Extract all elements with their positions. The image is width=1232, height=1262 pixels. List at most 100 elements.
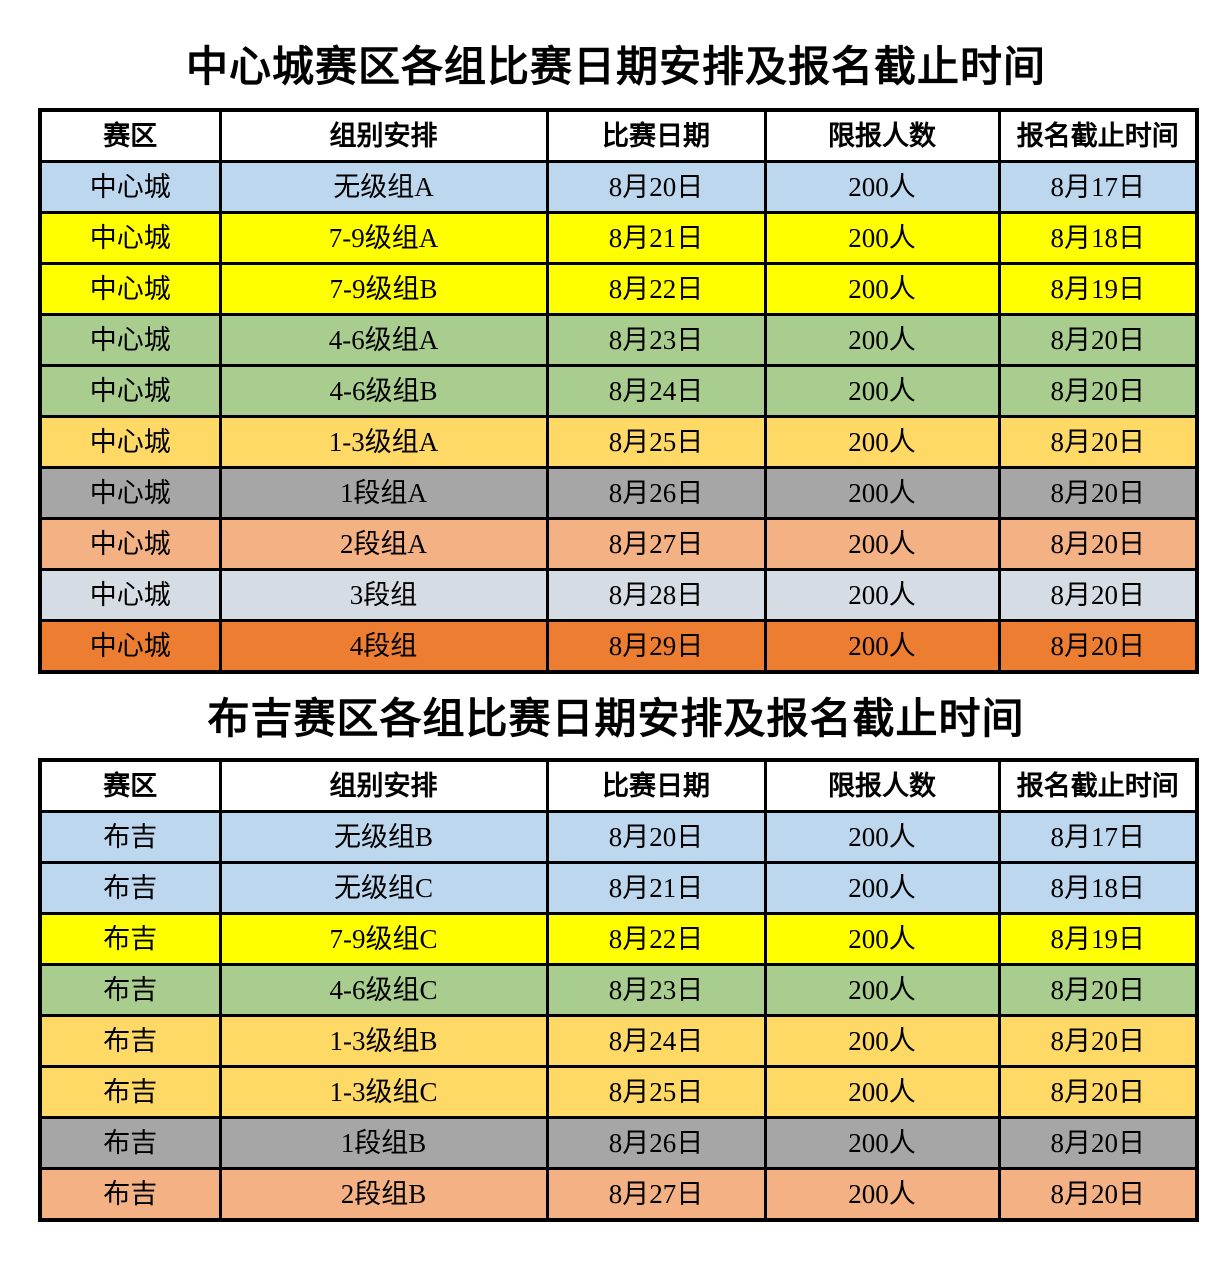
table-cell: 8月20日 [997, 313, 1199, 368]
table-cell: 1-3级组A [218, 415, 549, 470]
table-cell: 8月18日 [997, 211, 1199, 266]
table-row: 中心城 1段组A 8月26日 200人 8月20日 [38, 466, 1199, 521]
table-cell: 8月22日 [545, 262, 767, 317]
table-cell: 200人 [763, 1116, 1001, 1171]
table-cell: 8月23日 [545, 963, 767, 1018]
table-cell: 200人 [763, 1167, 1001, 1222]
table-cell: 无级组A [218, 160, 549, 215]
table-cell: 8月22日 [545, 912, 767, 967]
table-cell: 8月20日 [997, 1065, 1199, 1120]
table-cell: 8月26日 [545, 466, 767, 521]
table-cell: 8月20日 [997, 415, 1199, 470]
table-cell: 布吉 [38, 1065, 222, 1120]
table-cell: 2段组B [218, 1167, 549, 1222]
table-cell: 1段组A [218, 466, 549, 521]
table-cell: 7-9级组A [218, 211, 549, 266]
column-header: 报名截止时间 [997, 758, 1199, 814]
table-cell: 中心城 [38, 466, 222, 521]
table-row: 布吉 1-3级组B 8月24日 200人 8月20日 [38, 1014, 1199, 1069]
table-cell: 8月27日 [545, 517, 767, 572]
table-cell: 200人 [763, 262, 1001, 317]
table-cell: 1-3级组C [218, 1065, 549, 1120]
table-cell: 8月21日 [545, 861, 767, 916]
column-header: 限报人数 [763, 758, 1001, 814]
table-cell: 8月20日 [545, 160, 767, 215]
table-cell: 8月26日 [545, 1116, 767, 1171]
table-cell: 8月20日 [997, 1167, 1199, 1222]
table-cell: 中心城 [38, 313, 222, 368]
table-cell: 4-6级组C [218, 963, 549, 1018]
table-cell: 200人 [763, 619, 1001, 674]
table-cell: 中心城 [38, 262, 222, 317]
table-cell: 8月20日 [997, 364, 1199, 419]
table-cell: 200人 [763, 1014, 1001, 1069]
column-header: 组别安排 [218, 758, 549, 814]
column-header: 报名截止时间 [997, 108, 1199, 164]
table-cell: 8月20日 [997, 963, 1199, 1018]
table-cell: 200人 [763, 415, 1001, 470]
table-cell: 布吉 [38, 861, 222, 916]
table-cell: 布吉 [38, 1116, 222, 1171]
table-cell: 布吉 [38, 963, 222, 1018]
table-row: 布吉 2段组B 8月27日 200人 8月20日 [38, 1167, 1199, 1222]
table-row: 中心城 无级组A 8月20日 200人 8月17日 [38, 160, 1199, 215]
table-cell: 布吉 [38, 810, 222, 865]
table-row: 布吉 1段组B 8月26日 200人 8月20日 [38, 1116, 1199, 1171]
table-cell: 8月20日 [997, 1014, 1199, 1069]
column-header: 比赛日期 [545, 758, 767, 814]
table-cell: 中心城 [38, 211, 222, 266]
table-cell: 200人 [763, 1065, 1001, 1120]
table-cell: 4段组 [218, 619, 549, 674]
column-header: 赛区 [38, 108, 222, 164]
table-row: 中心城 4段组 8月29日 200人 8月20日 [38, 619, 1199, 674]
table-cell: 8月17日 [997, 160, 1199, 215]
table-cell: 1-3级组B [218, 1014, 549, 1069]
table-cell: 200人 [763, 912, 1001, 967]
table-cell: 布吉 [38, 912, 222, 967]
table-cell: 8月24日 [545, 1014, 767, 1069]
table-row: 中心城 3段组 8月28日 200人 8月20日 [38, 568, 1199, 623]
buji-section-title: 布吉赛区各组比赛日期安排及报名截止时间 [207, 695, 1025, 743]
buji-schedule-table: 赛区 组别安排 比赛日期 限报人数 报名截止时间 布吉 无级组B 8月20日 200人 8月17… [38, 758, 1199, 1223]
table-cell: 8月20日 [997, 619, 1199, 674]
table-cell: 8月25日 [545, 415, 767, 470]
table-row: 布吉 7-9级组C 8月22日 200人 8月19日 [38, 912, 1199, 967]
table-cell: 8月18日 [997, 861, 1199, 916]
table-cell: 200人 [763, 313, 1001, 368]
table-cell: 200人 [763, 211, 1001, 266]
table-row: 中心城 2段组A 8月27日 200人 8月20日 [38, 517, 1199, 572]
table-row: 布吉 无级组B 8月20日 200人 8月17日 [38, 810, 1199, 865]
table-cell: 8月24日 [545, 364, 767, 419]
table-cell: 中心城 [38, 619, 222, 674]
column-header: 组别安排 [218, 108, 549, 164]
table-cell: 中心城 [38, 568, 222, 623]
table-cell: 2段组A [218, 517, 549, 572]
table-cell: 200人 [763, 861, 1001, 916]
column-header: 限报人数 [763, 108, 1001, 164]
central-city-section-title: 中心城赛区各组比赛日期安排及报名截止时间 [185, 43, 1046, 90]
table-cell: 无级组B [218, 810, 549, 865]
central-city-schedule-table: 赛区 组别安排 比赛日期 限报人数 报名截止时间 中心城 无级组A 8月20日 200人 8月1… [38, 108, 1199, 675]
table-cell: 8月17日 [997, 810, 1199, 865]
table-cell: 中心城 [38, 517, 222, 572]
table-cell: 200人 [763, 517, 1001, 572]
table-cell: 4-6级组B [218, 364, 549, 419]
column-header: 赛区 [38, 758, 222, 814]
table-cell: 中心城 [38, 160, 222, 215]
table-header-row: 赛区 组别安排 比赛日期 限报人数 报名截止时间 [38, 758, 1199, 814]
table-cell: 8月27日 [545, 1167, 767, 1222]
table-cell: 8月20日 [545, 810, 767, 865]
table-cell: 8月25日 [545, 1065, 767, 1120]
table-row: 中心城 7-9级组B 8月22日 200人 8月19日 [38, 262, 1199, 317]
table-cell: 200人 [763, 466, 1001, 521]
table-cell: 7-9级组C [218, 912, 549, 967]
document-page: 中心城赛区各组比赛日期安排及报名截止时间 赛区 组别安排 比赛日期 限报人数 报名截止时… [38, 43, 1199, 1223]
table-row: 中心城 4-6级组A 8月23日 200人 8月20日 [38, 313, 1199, 368]
table-cell: 中心城 [38, 364, 222, 419]
table-cell: 8月19日 [997, 262, 1199, 317]
column-header: 比赛日期 [545, 108, 767, 164]
table-cell: 中心城 [38, 415, 222, 470]
table-cell: 1段组B [218, 1116, 549, 1171]
table-cell: 4-6级组A [218, 313, 549, 368]
table-cell: 8月20日 [997, 517, 1199, 572]
